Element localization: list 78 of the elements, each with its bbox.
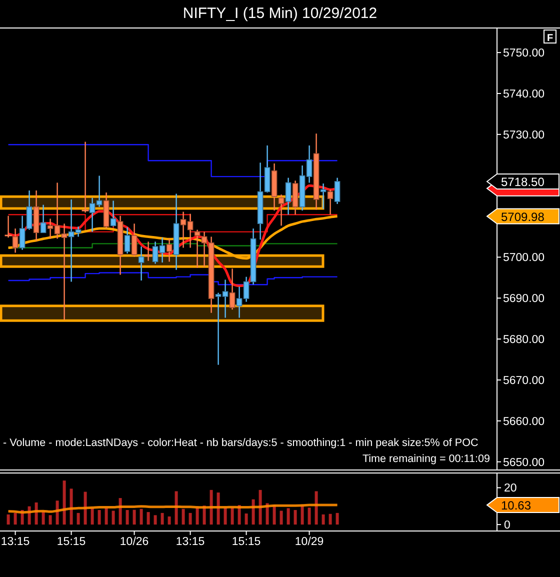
bar	[84, 492, 87, 525]
y-tick-label: 5690.00	[503, 293, 545, 306]
bar	[182, 508, 185, 525]
bar	[210, 490, 213, 525]
y-tick-label: 5750.00	[503, 48, 545, 60]
bar	[6, 514, 10, 525]
bar	[314, 491, 318, 525]
candlestick	[138, 246, 144, 282]
x-tick-label: 10/26	[120, 536, 149, 548]
bar	[224, 508, 227, 525]
candlestick	[40, 204, 46, 234]
bar	[132, 510, 136, 525]
bar	[98, 510, 101, 525]
y-tick-label: 5740.00	[503, 88, 545, 100]
bar	[328, 514, 332, 525]
bar	[154, 515, 157, 525]
y-tick-label: 0	[504, 520, 510, 532]
x-tick-label: 15:15	[232, 536, 261, 548]
candlestick	[334, 177, 340, 205]
bar	[62, 480, 66, 525]
bar	[272, 505, 276, 525]
bar	[104, 508, 108, 525]
y-tick-label: 20	[504, 482, 517, 495]
x-tick-label: 13:15	[176, 536, 205, 548]
bar	[140, 508, 143, 525]
candlestick	[131, 223, 138, 258]
bar	[258, 490, 262, 525]
bar	[48, 515, 52, 525]
bar	[230, 508, 234, 525]
bar	[90, 508, 94, 525]
text: 5718.50	[501, 174, 545, 189]
chart-title: NIFTY_I (15 Min) 10/29/2012	[182, 5, 378, 22]
bar	[174, 491, 178, 525]
bar	[216, 492, 220, 525]
text: Time remaining = 00:11:09	[362, 453, 490, 465]
bar	[188, 512, 192, 525]
y-tick-label: 5730.00	[503, 129, 545, 142]
bar	[336, 512, 339, 525]
y-tick-label: 5680.00	[503, 334, 545, 346]
bar	[42, 511, 45, 525]
candlestick	[110, 200, 116, 228]
candlestick	[194, 229, 200, 268]
y-tick-label: 5700.00	[503, 252, 545, 264]
bar	[196, 508, 199, 525]
bar	[286, 508, 290, 525]
candlestick	[124, 226, 130, 254]
candlestick	[327, 189, 334, 216]
text: 5709.98	[501, 210, 545, 224]
text: 10.63	[501, 498, 532, 513]
bar	[146, 512, 150, 525]
bar	[76, 512, 80, 525]
x-tick-label: 10/29	[294, 536, 324, 548]
candlestick	[292, 180, 298, 216]
bar	[112, 510, 115, 525]
x-tick-label: 15:15	[56, 536, 86, 548]
candlestick	[12, 228, 18, 254]
bar	[280, 510, 283, 525]
bar	[14, 512, 17, 525]
bar	[70, 488, 73, 525]
y-tick-label: 5670.00	[503, 374, 545, 387]
bar	[300, 506, 304, 525]
bar	[322, 514, 325, 525]
x-tick-label: 13:15	[0, 536, 30, 548]
bar	[160, 512, 164, 525]
candlestick	[166, 238, 172, 262]
candlestick	[278, 194, 284, 226]
y-tick-label: 5660.00	[503, 416, 545, 428]
candlestick	[229, 268, 236, 310]
bar	[308, 508, 311, 525]
text: F	[546, 33, 554, 44]
y-tick-label: 5650.00	[503, 456, 545, 469]
line-series	[7, 504, 339, 514]
annotation: - Volume - mode:LastNDays - color:Heat - nb bars/days:5 - smoothing:1 - min peak size:5% of POC	[3, 437, 478, 449]
bar	[126, 510, 129, 525]
bar	[168, 516, 171, 525]
bar	[244, 514, 248, 525]
bar	[294, 510, 297, 525]
candlestick	[285, 177, 292, 216]
